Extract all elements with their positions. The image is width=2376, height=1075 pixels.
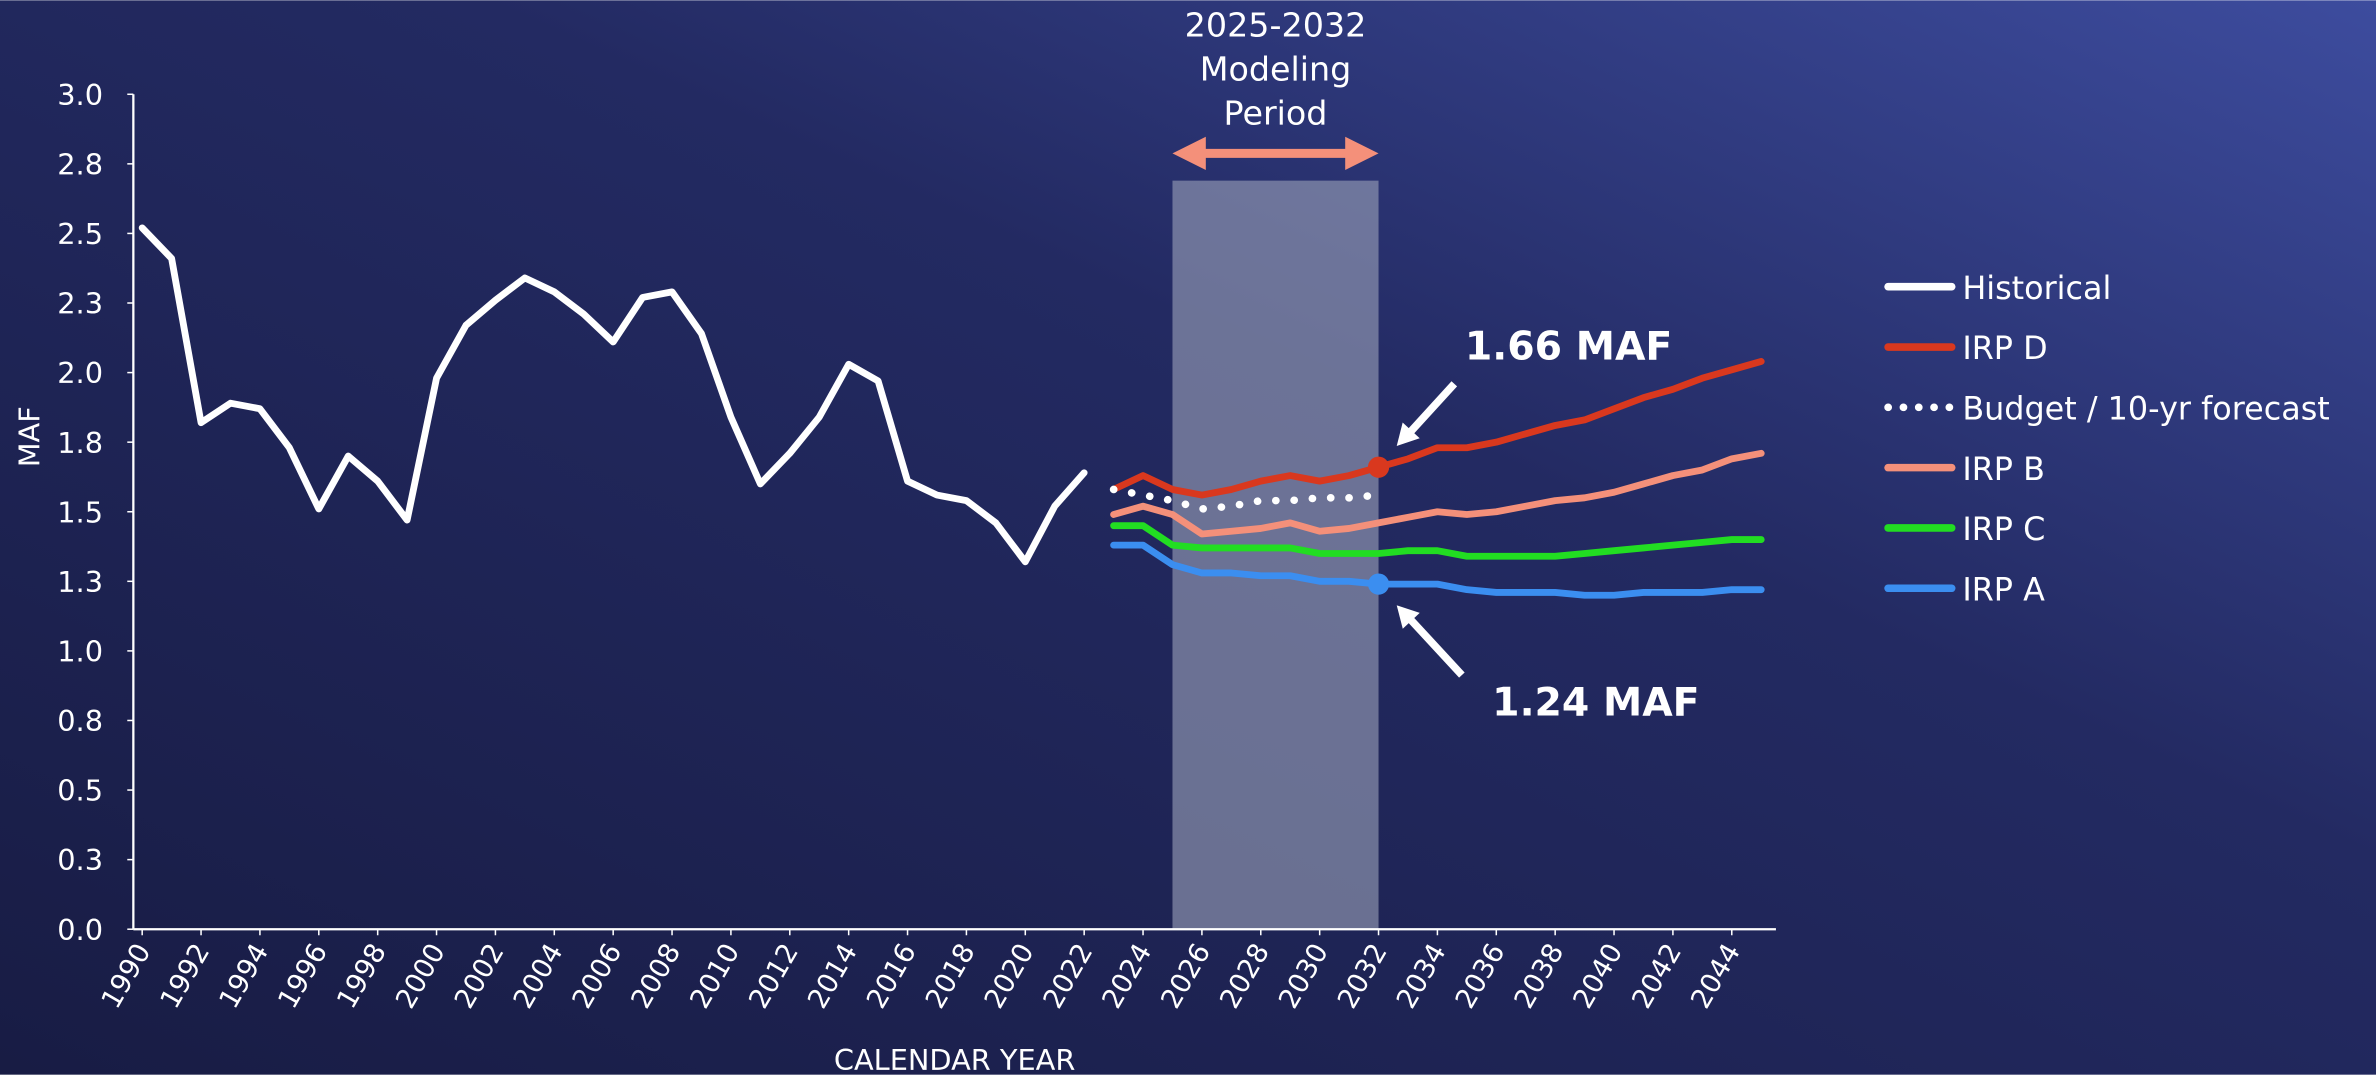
period-label: Period [1224, 94, 1328, 133]
annotation-arrow [1403, 381, 1458, 440]
period-label: Modeling [1200, 50, 1352, 89]
y-tick-label: 1.3 [57, 565, 103, 599]
y-tick-label: 0.5 [57, 774, 103, 808]
annotation-arrow-head [1396, 605, 1420, 629]
series-line [1110, 358, 1765, 499]
annotation-label: 1.24 MAF [1492, 680, 1699, 726]
series-line [1109, 485, 1383, 513]
legend-label: IRP C [1962, 510, 2045, 548]
legend-label: Budget / 10-yr forecast [1962, 389, 2329, 427]
y-tick-label: 0.8 [57, 704, 103, 738]
y-tick-label: 0.3 [57, 843, 103, 877]
y-tick-label: 1.8 [57, 426, 103, 460]
series-line [1110, 541, 1765, 599]
annotation-point [1367, 456, 1390, 478]
period-label: 2025-2032 [1185, 6, 1367, 45]
legend-label: IRP A [1962, 570, 2045, 608]
x-axis-title: CALENDAR YEAR [834, 1043, 1075, 1075]
series-line [1110, 522, 1765, 560]
y-tick-label: 2.3 [57, 287, 103, 321]
y-tick-label: 1.0 [57, 635, 103, 669]
legend-label: IRP B [1962, 450, 2045, 488]
series-line [1110, 449, 1765, 538]
series-line [138, 224, 1088, 566]
annotation-arrow-head [1396, 422, 1420, 446]
annotation-arrow [1403, 611, 1465, 678]
legend-label: Historical [1962, 269, 2111, 307]
annotation-point [1367, 573, 1390, 595]
y-axis-title: MAF [12, 406, 46, 467]
legend-label: IRP D [1962, 329, 2047, 367]
y-tick-label: 2.5 [57, 217, 103, 251]
y-tick-label: 2.0 [57, 356, 103, 390]
y-tick-label: 0.0 [57, 913, 103, 947]
y-tick-label: 3.0 [57, 78, 103, 112]
y-tick-label: 1.5 [57, 495, 103, 529]
annotation-label: 1.66 MAF [1465, 323, 1672, 369]
y-tick-label: 2.8 [57, 147, 103, 181]
